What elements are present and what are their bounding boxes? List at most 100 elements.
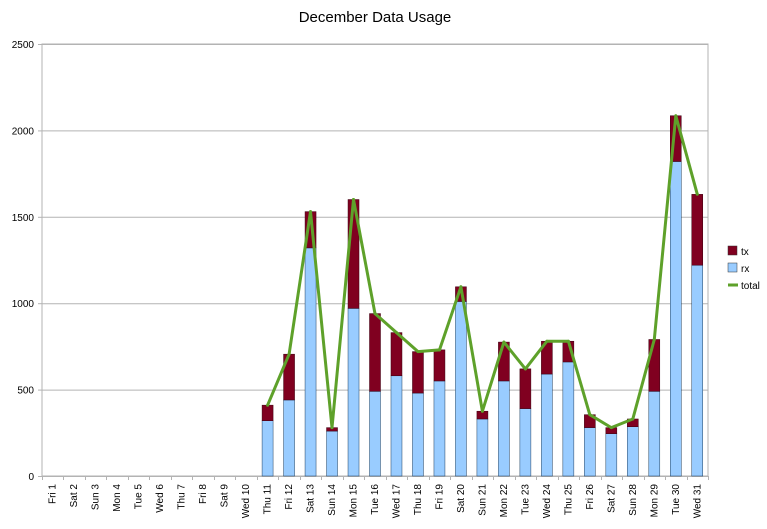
x-tick-label: Thu 18 bbox=[413, 484, 424, 516]
point-total bbox=[330, 426, 334, 430]
x-tick-label: Mon 22 bbox=[499, 484, 510, 518]
bar-rx bbox=[261, 420, 274, 477]
point-total bbox=[588, 413, 592, 417]
legend: tx rx total bbox=[727, 245, 760, 292]
point-total bbox=[480, 409, 484, 413]
y-tick-label: 500 bbox=[17, 386, 34, 397]
point-total bbox=[545, 339, 549, 343]
bar-rx bbox=[390, 375, 403, 477]
bar-rx bbox=[562, 361, 575, 477]
bar-rx bbox=[433, 380, 446, 477]
y-tick-label: 1500 bbox=[12, 213, 35, 224]
line-total bbox=[266, 114, 699, 430]
bar-rx bbox=[648, 391, 661, 477]
x-tick-label: Wed 31 bbox=[692, 484, 703, 519]
bar-tx bbox=[412, 351, 424, 394]
point-total bbox=[609, 426, 613, 430]
x-tick-label: Sat 27 bbox=[606, 484, 617, 513]
x-tick-label: Fri 19 bbox=[434, 484, 445, 510]
x-tick-label: Sat 2 bbox=[69, 484, 80, 508]
point-total bbox=[287, 352, 291, 356]
point-total bbox=[438, 348, 441, 352]
x-tick-label: Thu 7 bbox=[177, 484, 188, 510]
bar-tx bbox=[369, 313, 381, 392]
x-tick-label: Sun 3 bbox=[91, 484, 102, 511]
x-tick-label: Tue 30 bbox=[671, 484, 682, 515]
bar-rx bbox=[476, 418, 489, 477]
point-total bbox=[652, 338, 656, 341]
x-tick-label: Wed 10 bbox=[241, 484, 252, 519]
x-tick-label: Wed 24 bbox=[542, 484, 553, 519]
bar-rx bbox=[455, 301, 467, 477]
legend-label-rx: rx bbox=[741, 264, 749, 275]
bar-rx bbox=[283, 399, 295, 477]
point-total bbox=[266, 403, 270, 407]
point-total bbox=[695, 192, 699, 196]
bar-tx bbox=[261, 404, 274, 421]
y-tick-label: 1000 bbox=[12, 299, 35, 310]
point-total bbox=[352, 198, 355, 201]
x-tick-label: Mon 15 bbox=[349, 484, 360, 518]
x-tick-label: Sat 9 bbox=[220, 484, 231, 508]
point-total bbox=[416, 350, 420, 354]
x-tick-label: Tue 23 bbox=[520, 484, 531, 515]
bar-rx bbox=[541, 373, 553, 477]
bar-rx bbox=[627, 426, 639, 477]
x-tick-label: Sat 20 bbox=[456, 484, 467, 513]
axis-layer: 0 500 1000 1500 2000 2500 Fri 1 Sat 2 Sun 3 Mon 4… bbox=[12, 40, 709, 518]
x-tick-label: Tue 16 bbox=[370, 484, 381, 515]
bar-rx bbox=[584, 427, 596, 477]
y-tick-label: 2000 bbox=[12, 126, 35, 137]
bar-tx bbox=[691, 194, 704, 266]
x-tick-label: Thu 25 bbox=[563, 484, 574, 516]
x-tick-label: Fri 12 bbox=[284, 484, 295, 510]
bar-tx bbox=[433, 349, 446, 382]
x-tick-label: Fri 26 bbox=[585, 484, 596, 510]
bar-rx bbox=[304, 247, 317, 477]
x-tick-label: Sun 21 bbox=[477, 484, 488, 516]
chart-title: December Data Usage bbox=[299, 9, 452, 26]
bar-rx bbox=[326, 430, 338, 477]
x-tick-label: Fri 8 bbox=[198, 484, 209, 504]
x-tick-label: Wed 17 bbox=[391, 484, 402, 519]
legend-swatch-tx bbox=[727, 245, 738, 256]
x-tick-label: Mon 4 bbox=[112, 484, 123, 512]
bar-rx bbox=[369, 391, 381, 477]
x-tick-label: Sun 14 bbox=[327, 484, 338, 516]
bar-rx bbox=[519, 408, 532, 477]
y-tick-label: 2500 bbox=[12, 40, 35, 51]
point-total bbox=[502, 340, 506, 344]
bar-rx bbox=[498, 380, 510, 477]
point-total bbox=[309, 210, 312, 214]
point-total bbox=[674, 114, 678, 118]
bar-rx bbox=[347, 308, 360, 477]
legend-label-tx: tx bbox=[741, 247, 749, 258]
bar-rx bbox=[412, 392, 424, 477]
bar-rx bbox=[691, 264, 704, 477]
point-total bbox=[523, 367, 527, 371]
bar-tx bbox=[519, 368, 532, 409]
x-tick-label: Fri 1 bbox=[48, 484, 59, 504]
x-tick-label: Sat 13 bbox=[306, 484, 317, 513]
x-tick-label: Tue 5 bbox=[134, 484, 145, 510]
bar-rx bbox=[605, 433, 618, 477]
point-total bbox=[631, 417, 635, 421]
point-total bbox=[395, 331, 398, 335]
bar-tx bbox=[648, 339, 661, 392]
x-tick-label: Thu 11 bbox=[263, 484, 274, 515]
x-tick-label: Wed 6 bbox=[155, 484, 166, 513]
bar-rx bbox=[670, 161, 682, 477]
point-total bbox=[373, 312, 377, 316]
x-tick-label: Sun 28 bbox=[628, 484, 639, 516]
y-tick-label: 0 bbox=[28, 472, 34, 483]
line-layer bbox=[266, 114, 699, 430]
legend-swatch-rx bbox=[727, 262, 738, 273]
x-tick-label: Mon 29 bbox=[649, 484, 660, 518]
point-total bbox=[459, 285, 463, 289]
point-total bbox=[566, 339, 570, 343]
legend-label-total: total bbox=[741, 281, 760, 292]
bar-layer bbox=[261, 115, 704, 477]
bar-tx bbox=[390, 332, 403, 377]
